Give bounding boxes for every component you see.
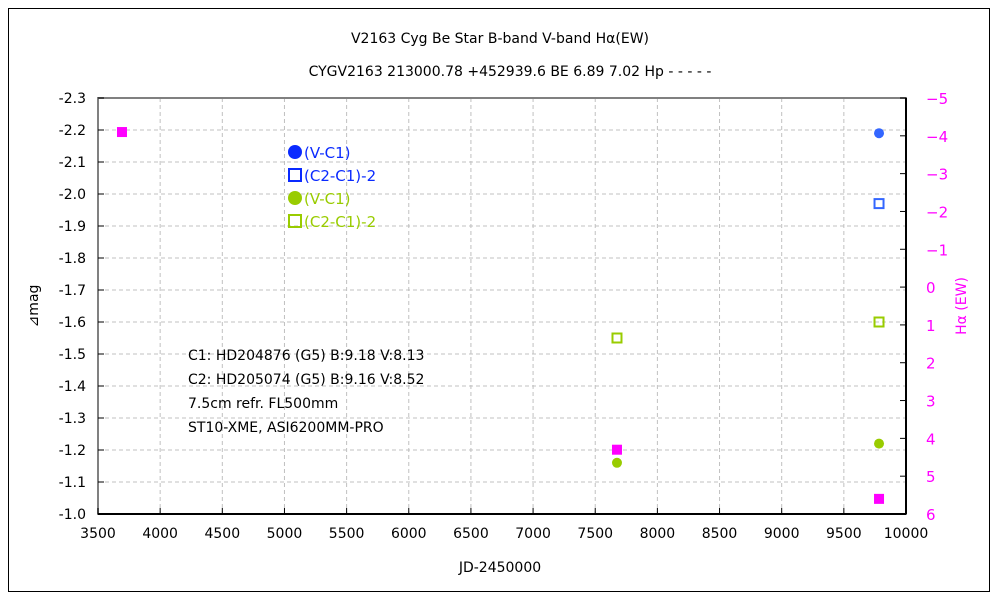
x-tick-label: 6000	[391, 526, 427, 542]
data-point-circle	[874, 438, 885, 449]
x-axis-label: JD-2450000	[458, 560, 541, 576]
y-tick-label: -2.0	[59, 187, 86, 203]
y2-tick-label: 0	[926, 279, 936, 297]
y2-tick-label: −2	[926, 203, 948, 221]
outer-frame	[8, 8, 990, 592]
y-tick-label: -1.7	[59, 283, 86, 299]
y2-tick-label: 6	[926, 506, 936, 524]
x-tick-label: 3500	[80, 526, 116, 542]
y2-tick-label: 5	[926, 468, 936, 486]
y-tick-label: -1.9	[59, 219, 86, 235]
y2-tick-label: −5	[926, 90, 948, 108]
y-axis-label: ⊿mag	[26, 285, 42, 328]
data-point-open-square	[611, 332, 623, 344]
y2-tick-label: 1	[926, 317, 936, 335]
y-tick-label: -1.3	[59, 411, 86, 427]
annotation-text: C1: HD204876 (G5) B:9.18 V:8.13	[188, 348, 424, 364]
plot-area	[97, 97, 907, 515]
annotation-text: ST10-XME, ASI6200MM-PRO	[188, 420, 384, 436]
data-point-open-square	[873, 316, 885, 328]
y-tick-label: -1.5	[59, 347, 86, 363]
y2-tick-label: −4	[926, 128, 948, 146]
x-tick-label: 7500	[577, 526, 613, 542]
y2-tick-label: 2	[926, 355, 936, 373]
chart-subtitle: CYGV2163 213000.78 +452939.6 BE 6.89 7.0…	[309, 64, 712, 80]
x-tick-label: 8000	[640, 526, 676, 542]
data-point-square	[874, 493, 885, 504]
y-tick-label: -1.8	[59, 251, 86, 267]
y2-axis-label: Hα (EW)	[954, 277, 970, 335]
data-point-square	[116, 127, 127, 138]
annotation-text: C2: HD205074 (G5) B:9.16 V:8.52	[188, 372, 424, 388]
y-tick-label: -2.2	[59, 123, 86, 139]
legend-marker-circle	[288, 191, 302, 205]
legend-label: (C2-C1)-2	[304, 213, 376, 231]
data-point-circle	[874, 128, 885, 139]
y-tick-label: -1.4	[59, 379, 86, 395]
data-point-open-square	[873, 198, 885, 210]
y2-tick-label: −1	[926, 241, 948, 259]
y-tick-label: -2.1	[59, 155, 86, 171]
legend-label: (C2-C1)-2	[304, 167, 376, 185]
x-tick-label: 4000	[142, 526, 178, 542]
y-tick-label: -1.2	[59, 443, 86, 459]
y-tick-label: -1.0	[59, 507, 86, 523]
y2-tick-label: 3	[926, 393, 936, 411]
x-tick-label: 7000	[515, 526, 551, 542]
y2-tick-label: 4	[926, 430, 936, 448]
x-tick-label: 10000	[884, 526, 929, 542]
x-tick-label: 9000	[764, 526, 800, 542]
y-tick-label: -2.3	[59, 91, 86, 107]
x-tick-label: 8500	[702, 526, 738, 542]
x-tick-label: 9500	[826, 526, 862, 542]
data-point-square	[611, 444, 622, 455]
y-tick-label: -1.6	[59, 315, 86, 331]
x-tick-label: 4500	[204, 526, 240, 542]
legend-marker-square	[288, 214, 302, 228]
x-tick-label: 5500	[329, 526, 365, 542]
y-tick-label: -1.1	[59, 475, 86, 491]
chart-title: V2163 Cyg Be Star B-band V-band Hα(EW)	[351, 31, 649, 47]
legend-label: (V-C1)	[304, 144, 351, 162]
annotation-text: 7.5cm refr. FL500mm	[188, 396, 338, 412]
legend-marker-square	[288, 168, 302, 182]
legend-label: (V-C1)	[304, 190, 351, 208]
legend-marker-circle	[288, 145, 302, 159]
x-tick-label: 5000	[267, 526, 303, 542]
y2-tick-label: −3	[926, 166, 948, 184]
x-tick-label: 6500	[453, 526, 489, 542]
data-point-circle	[611, 457, 622, 468]
